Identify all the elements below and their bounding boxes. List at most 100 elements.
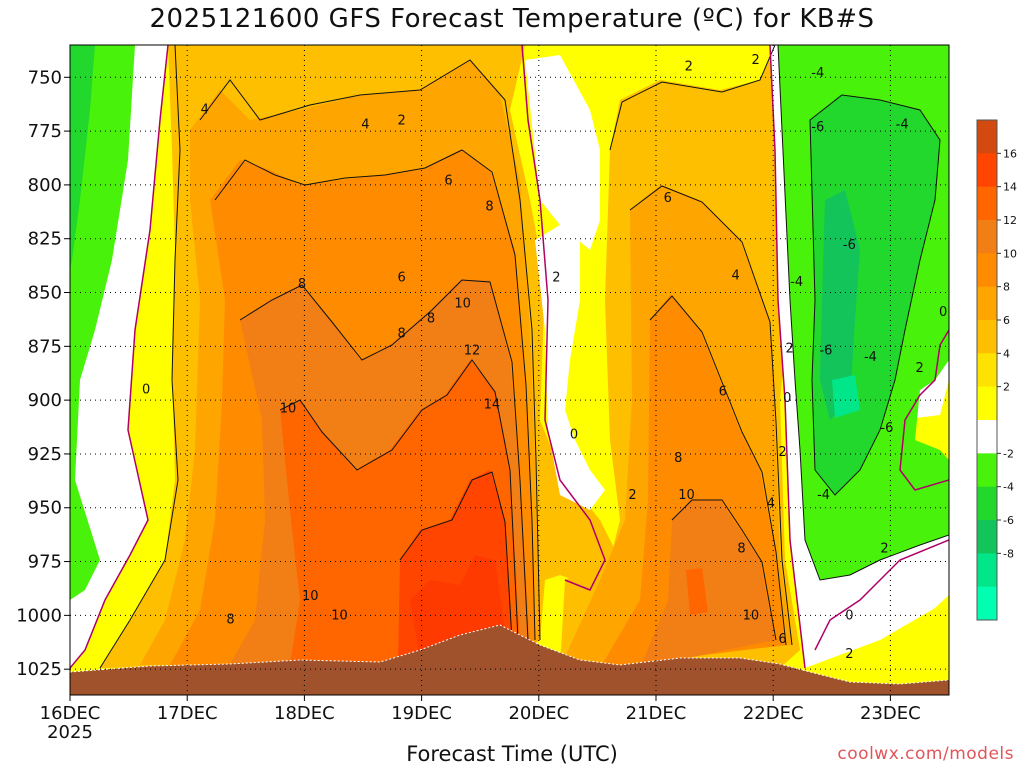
y-tick-label: 900 — [28, 390, 62, 411]
x-tick-label: 18DEC — [274, 703, 335, 724]
zero-isotherm-bottom-right — [814, 539, 949, 651]
colorbar-swatch — [977, 253, 997, 288]
zero-isotherm-far-right — [899, 329, 949, 491]
contour-line — [199, 59, 541, 641]
contour-label: 12 — [464, 344, 481, 359]
contour-label: 6 — [778, 632, 786, 647]
fill-cold-right-core — [820, 190, 860, 420]
colorbar-label: 12 — [1003, 214, 1017, 227]
x-tick-label: 21DEC — [626, 703, 687, 724]
contour-label: 8 — [298, 277, 306, 292]
contour-label: -6 — [819, 344, 832, 359]
fill-21dec-8-10 — [640, 500, 775, 668]
contour-label: 10 — [302, 589, 319, 604]
y-tick-label: 850 — [28, 283, 62, 304]
contour-label: 8 — [427, 311, 435, 326]
plot-frame — [69, 44, 950, 696]
contour-line — [239, 279, 529, 641]
contour-label: 10 — [454, 296, 471, 311]
zero-isotherm-right — [769, 45, 806, 669]
contour-line — [809, 94, 941, 496]
x-axis-title: Forecast Time (UTC) — [406, 742, 618, 766]
fill-cold-left-green — [70, 45, 135, 600]
contour-label: 4 — [201, 103, 209, 118]
contour-label: 8 — [674, 451, 682, 466]
contour-line — [649, 295, 787, 646]
colorbar-swatch — [977, 353, 997, 388]
contour-label: -6 — [843, 238, 856, 253]
contour-label: -4 — [864, 350, 877, 365]
zero-isotherm-left — [70, 45, 169, 669]
zero-isotherm-20dec — [521, 45, 606, 591]
x-tick-label: 17DEC — [157, 703, 218, 724]
colorbar-swatch — [977, 120, 997, 154]
fill-21dec-10-12 — [686, 568, 708, 615]
y-tick-label: 825 — [28, 229, 62, 250]
colorbar-label: 8 — [1003, 281, 1010, 294]
colorbar-swatch — [977, 420, 997, 454]
contour-line — [609, 45, 776, 151]
contour-label: 10 — [280, 402, 297, 417]
colorbar-label: -4 — [1003, 481, 1014, 494]
colorbar-swatch — [977, 286, 997, 321]
contour-label: 0 — [570, 428, 578, 443]
contour-label: 4 — [732, 268, 740, 283]
contour-label: -4 — [790, 275, 803, 290]
colorbar-label: 4 — [1003, 347, 1010, 360]
credit-text[interactable]: coolwx.com/models — [837, 744, 1014, 764]
contour-label: -4 — [811, 66, 824, 81]
contour-label: 10 — [678, 488, 695, 503]
colorbar-label: 10 — [1003, 247, 1017, 260]
contour-label: 2 — [552, 270, 560, 285]
contour-label: 2 — [751, 53, 759, 68]
gridlines — [70, 45, 949, 695]
x-axis: 16DEC 17DEC 18DEC 19DEC 20DEC 21DEC 22DEC 23DEC… — [40, 695, 921, 743]
contour-line — [214, 149, 536, 641]
contour-label: 4 — [767, 496, 775, 511]
y-tick-label: 975 — [28, 552, 62, 573]
x-tick-label: 16DEC — [40, 703, 101, 724]
colorbar-swatch — [977, 486, 997, 521]
y-axis: 750 775 800 825 850 875 900 925 950 975 1000 1025 — [16, 67, 70, 680]
contour-label: 14 — [484, 397, 501, 412]
contour-label: 0 — [783, 391, 791, 406]
chart-title: 2025121600 GFS Forecast Temperature (ºC)… — [149, 4, 875, 34]
colorbar-label: 2 — [1003, 381, 1010, 394]
y-tick-label: 1000 — [16, 605, 62, 626]
contour-label: 4 — [361, 118, 369, 133]
contour-label: 6 — [444, 174, 452, 189]
fill-cold-right-yellow-band — [800, 600, 949, 690]
contour-label: -6 — [880, 421, 893, 436]
contour-label: 0 — [142, 382, 150, 397]
y-tick-label: 950 — [28, 498, 62, 519]
colorbar-swatch — [977, 453, 997, 488]
contour-label: 8 — [485, 199, 493, 214]
contour-label: 2 — [398, 113, 406, 128]
contour-label: 2 — [628, 488, 636, 503]
contour-label: 8 — [398, 326, 406, 341]
contour-label: 2 — [880, 542, 888, 557]
contour-label: 0 — [845, 608, 853, 623]
x-tick-label: 19DEC — [391, 703, 452, 724]
contour-label: 2 — [785, 341, 793, 356]
contour-label: -4 — [896, 118, 909, 133]
contour-label: -4 — [817, 488, 830, 503]
x-year-label: 2025 — [47, 722, 93, 743]
y-tick-label: 925 — [28, 444, 62, 465]
contour-label-layer: 4 2 4 2 2 -4 -6 -4 6 8 6 8 10 8 8 12 14 10 0 2 6 4 -4 -6 -6 -4 2 2 0… — [142, 53, 947, 662]
contour-label: 0 — [939, 305, 947, 320]
contour-label: -6 — [811, 120, 824, 135]
contour-label: 8 — [226, 613, 234, 628]
zero-isotherm-layer — [70, 45, 949, 669]
colorbar-swatch — [977, 386, 997, 421]
contour-line — [99, 45, 181, 669]
colorbar-label: 14 — [1003, 181, 1017, 194]
contour-label: 8 — [737, 542, 745, 557]
fill-cold-20dec — [535, 225, 605, 510]
y-tick-label: 775 — [28, 121, 62, 142]
x-tick-label: 20DEC — [508, 703, 569, 724]
colorbar-frame — [976, 119, 998, 621]
y-tick-label: 1025 — [16, 659, 62, 680]
contour-line — [777, 45, 949, 581]
colorbar-swatch — [977, 586, 997, 621]
